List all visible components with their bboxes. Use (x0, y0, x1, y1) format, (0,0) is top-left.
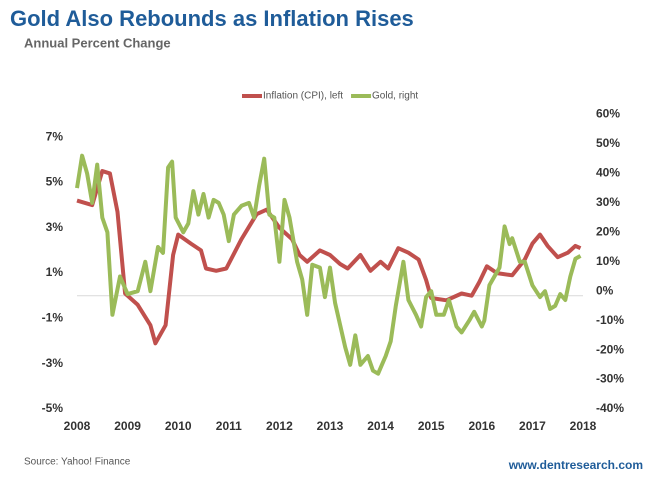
y-tick-label: 5% (46, 175, 64, 189)
x-tick-label: 2012 (266, 419, 293, 433)
line-series (76, 169, 582, 346)
x-tick-label: 2018 (570, 419, 597, 433)
source: Source: Yahoo! Finance (24, 457, 131, 468)
y2-tick-label: -20% (596, 342, 624, 356)
y-tick-label: 7% (46, 129, 64, 143)
legend-label: Inflation (CPI), left (263, 91, 343, 102)
x-tick-label: 2016 (468, 419, 495, 433)
y2-tick-label: -40% (596, 401, 624, 415)
brand: www.dentresearch.com (508, 458, 643, 472)
x-tick-label: 2015 (418, 419, 445, 433)
y2-tick-label: 40% (596, 166, 620, 180)
y-tick-label: -3% (42, 356, 64, 370)
y-tick-label: 1% (46, 265, 64, 279)
y-tick-label: 3% (46, 220, 64, 234)
legend-label: Gold, right (372, 91, 418, 102)
x-tick-label: 2010 (165, 419, 192, 433)
y2-tick-label: 50% (596, 136, 620, 150)
x-tick-label: 2013 (317, 419, 344, 433)
x-tick-label: 2009 (114, 419, 141, 433)
y2-tick-label: 10% (596, 254, 620, 268)
x-tick-label: 2008 (64, 419, 91, 433)
chart-title: Gold Also Rebounds as Inflation Rises (10, 6, 414, 31)
x-tick-label: 2014 (367, 419, 394, 433)
y-tick-label: -5% (42, 401, 64, 415)
y2-tick-label: -10% (596, 313, 624, 327)
x-tick-label: 2011 (216, 419, 242, 433)
y2-tick-label: 0% (596, 283, 614, 297)
line-series (75, 153, 582, 376)
x-tick-label: 2017 (519, 419, 546, 433)
legend: Inflation (CPI), left Gold, right (242, 91, 418, 102)
y2-tick-label: 20% (596, 224, 620, 238)
y2-tick-label: 60% (596, 107, 620, 121)
y-tick-label: -1% (42, 311, 64, 325)
y2-tick-label: -30% (596, 372, 624, 386)
chart-subtitle: Annual Percent Change (24, 35, 171, 50)
y2-tick-label: 30% (596, 195, 620, 209)
